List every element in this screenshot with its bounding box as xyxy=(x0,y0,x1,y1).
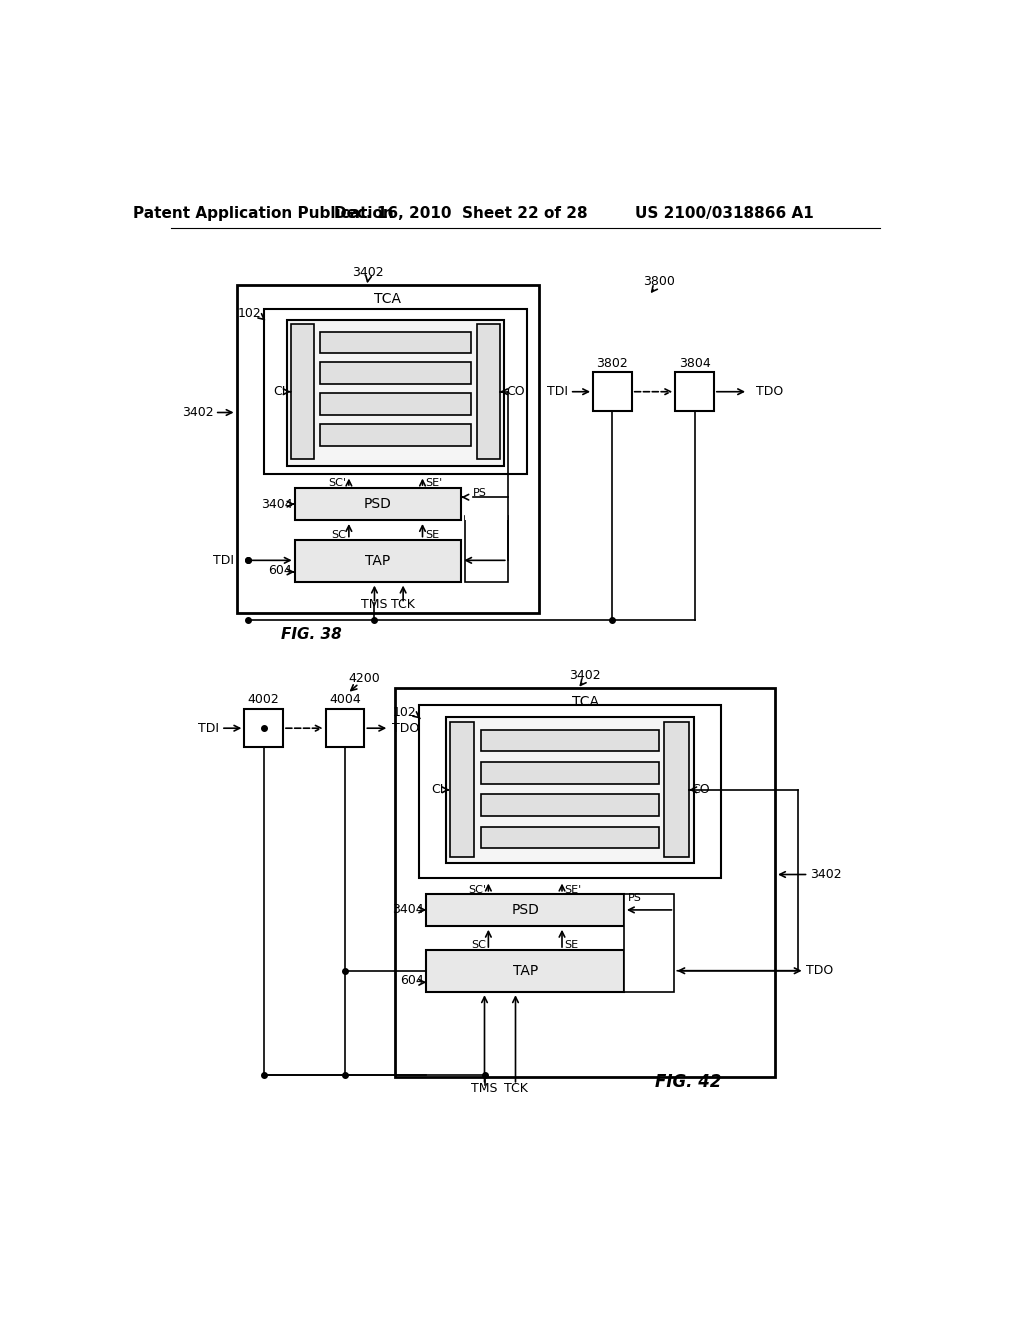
Bar xyxy=(445,717,693,863)
Text: PS: PS xyxy=(473,488,486,499)
Text: SE': SE' xyxy=(564,884,582,895)
Text: SE: SE xyxy=(425,529,439,540)
Text: TAP: TAP xyxy=(513,964,538,978)
Bar xyxy=(480,762,658,784)
Text: 4200: 4200 xyxy=(348,672,380,685)
Text: FIG. 42: FIG. 42 xyxy=(655,1073,722,1092)
Bar xyxy=(480,730,658,751)
Bar xyxy=(291,323,314,459)
Text: 3402: 3402 xyxy=(352,265,384,279)
Bar xyxy=(419,705,721,878)
Text: TDI: TDI xyxy=(547,385,568,399)
Bar xyxy=(665,722,689,857)
Text: TDO: TDO xyxy=(806,964,834,977)
Bar xyxy=(477,323,500,459)
Text: SC: SC xyxy=(332,529,346,540)
Text: 3800: 3800 xyxy=(643,275,675,288)
Text: TDI: TDI xyxy=(213,554,234,566)
Text: 102: 102 xyxy=(238,308,261,321)
Bar xyxy=(321,363,471,384)
Text: SE': SE' xyxy=(425,478,442,487)
Text: CI: CI xyxy=(273,385,286,399)
Bar xyxy=(465,488,508,520)
Text: CO: CO xyxy=(691,783,710,796)
Text: 3402: 3402 xyxy=(810,869,842,880)
Bar xyxy=(675,372,714,411)
Text: PSD: PSD xyxy=(511,903,539,917)
Text: TCK: TCK xyxy=(504,1082,527,1096)
Text: SC': SC' xyxy=(468,884,486,895)
Text: TAP: TAP xyxy=(366,553,390,568)
Text: Patent Application Publication: Patent Application Publication xyxy=(133,206,394,222)
Bar xyxy=(395,688,775,1077)
Text: 604: 604 xyxy=(400,974,424,987)
Text: TMS: TMS xyxy=(471,1082,498,1096)
Bar xyxy=(465,516,508,582)
Bar xyxy=(326,709,365,747)
Text: TCA: TCA xyxy=(374,292,401,306)
Text: 3804: 3804 xyxy=(679,356,711,370)
Text: TCK: TCK xyxy=(391,598,415,611)
Bar xyxy=(426,894,624,927)
Bar xyxy=(295,540,461,582)
Text: 4002: 4002 xyxy=(248,693,280,706)
Text: 4004: 4004 xyxy=(329,693,360,706)
Bar xyxy=(245,709,283,747)
Text: CI: CI xyxy=(431,783,443,796)
Text: TMS: TMS xyxy=(361,598,388,611)
Text: FIG. 38: FIG. 38 xyxy=(282,627,342,642)
Text: TDI: TDI xyxy=(199,722,219,735)
Text: 3802: 3802 xyxy=(597,356,629,370)
Text: TDO: TDO xyxy=(756,385,783,399)
Bar xyxy=(237,285,539,612)
Text: CO: CO xyxy=(506,385,525,399)
Text: PSD: PSD xyxy=(364,498,392,511)
Text: PS: PS xyxy=(628,892,642,903)
Text: TDO: TDO xyxy=(391,722,419,735)
Text: TCA: TCA xyxy=(571,696,599,709)
Text: US 2100/0318866 A1: US 2100/0318866 A1 xyxy=(635,206,814,222)
Bar xyxy=(624,894,675,993)
Text: SE: SE xyxy=(564,940,579,950)
Text: 3402: 3402 xyxy=(569,669,601,682)
Text: 3402: 3402 xyxy=(181,407,213,418)
Text: SC': SC' xyxy=(329,478,346,487)
Bar xyxy=(295,488,461,520)
Bar xyxy=(321,424,471,446)
Text: 3404: 3404 xyxy=(392,903,424,916)
Bar xyxy=(450,722,474,857)
Bar xyxy=(480,826,658,849)
Bar xyxy=(321,331,471,354)
Bar xyxy=(287,321,504,466)
Text: 3404: 3404 xyxy=(261,498,292,511)
Text: 102: 102 xyxy=(392,706,417,719)
Bar xyxy=(321,393,471,414)
Bar xyxy=(263,309,527,474)
Bar xyxy=(426,950,624,993)
Text: Dec. 16, 2010  Sheet 22 of 28: Dec. 16, 2010 Sheet 22 of 28 xyxy=(335,206,588,222)
Text: 604: 604 xyxy=(268,564,292,577)
Text: SC: SC xyxy=(471,940,486,950)
Bar xyxy=(480,795,658,816)
Bar xyxy=(593,372,632,411)
